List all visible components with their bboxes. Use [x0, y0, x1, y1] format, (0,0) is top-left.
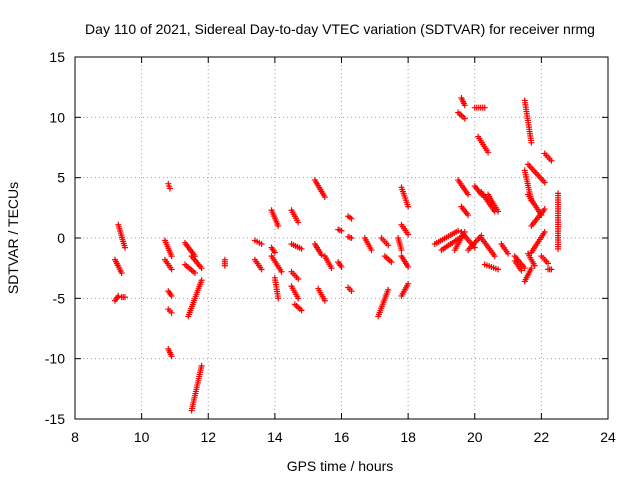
- data-point: [321, 297, 328, 304]
- data-point: [168, 266, 175, 273]
- x-tick-label: 18: [400, 429, 416, 445]
- data-point: [545, 260, 552, 267]
- x-tick-label: 14: [267, 429, 283, 445]
- x-tick-label: 8: [71, 429, 79, 445]
- data-point: [495, 208, 502, 215]
- data-point: [321, 193, 328, 200]
- data-point: [528, 265, 535, 272]
- x-tick-label: 10: [134, 429, 150, 445]
- data-point: [541, 206, 548, 213]
- data-point: [541, 228, 548, 235]
- data-point: [278, 268, 285, 275]
- y-tick-label: 15: [49, 49, 65, 65]
- data-point: [461, 115, 468, 122]
- data-point: [298, 307, 305, 314]
- data-point: [405, 263, 412, 270]
- data-point: [385, 286, 392, 293]
- data-point: [485, 149, 492, 156]
- data-point: [198, 362, 205, 369]
- data-point: [258, 266, 265, 273]
- data-point: [455, 227, 462, 234]
- data-point: [385, 242, 392, 249]
- data-point: [495, 266, 502, 273]
- data-point: [275, 295, 282, 302]
- data-point: [338, 227, 345, 234]
- data-point: [166, 185, 173, 192]
- data-point: [318, 251, 325, 258]
- data-point: [295, 295, 302, 302]
- data-point: [328, 265, 335, 272]
- data-point: [465, 212, 472, 219]
- data-point: [168, 253, 175, 260]
- x-tick-label: 16: [334, 429, 350, 445]
- data-point: [405, 231, 412, 238]
- data-point: [168, 353, 175, 360]
- data-point: [461, 102, 468, 109]
- data-point: [465, 191, 472, 198]
- data-point: [348, 288, 355, 295]
- data-point: [348, 235, 355, 241]
- data-point: [198, 277, 205, 284]
- data-point: [491, 253, 498, 260]
- y-tick-label: 10: [49, 109, 65, 125]
- x-tick-label: 22: [534, 429, 550, 445]
- data-point: [191, 269, 198, 276]
- data-point: [541, 179, 548, 186]
- x-axis-label: GPS time / hours: [287, 458, 394, 474]
- x-tick-label: 20: [467, 429, 483, 445]
- data-point: [531, 262, 538, 269]
- data-point: [298, 245, 305, 252]
- y-tick-label: -10: [45, 351, 65, 367]
- data-point: [555, 245, 562, 252]
- data-point: [295, 276, 302, 283]
- data-point: [405, 203, 412, 210]
- data-point: [481, 104, 488, 111]
- chart-title: Day 110 of 2021, Sidereal Day-to-day VTE…: [85, 21, 595, 37]
- data-point: [115, 292, 122, 299]
- x-tick-label: 12: [200, 429, 216, 445]
- data-point: [168, 292, 175, 299]
- x-tick-labels: 8 10 12 14 16 18 20 22 24: [71, 429, 616, 445]
- data-point: [348, 215, 355, 222]
- data-point: [388, 259, 395, 266]
- data-point: [398, 247, 405, 254]
- data-point: [295, 219, 302, 226]
- y-axis-label: SDTVAR / TECUs: [5, 182, 21, 294]
- data-point: [338, 263, 345, 270]
- y-tick-labels: -15 -10 -5 0 5 10 15: [45, 49, 65, 427]
- data-point: [275, 222, 282, 229]
- data-points: [111, 95, 562, 414]
- data-point: [258, 241, 265, 248]
- data-point: [368, 247, 375, 254]
- data-point: [221, 262, 228, 269]
- data-point: [168, 309, 175, 316]
- data-point: [548, 157, 555, 164]
- y-tick-label: -5: [53, 290, 66, 306]
- data-point: [505, 250, 512, 257]
- y-tick-label: 5: [57, 170, 65, 186]
- data-point: [518, 267, 525, 274]
- plot-frame: [74, 56, 609, 420]
- y-tick-label: -15: [45, 411, 65, 427]
- y-tick-label: 0: [57, 230, 65, 246]
- data-point: [198, 265, 205, 272]
- data-point: [121, 244, 128, 251]
- data-point: [548, 266, 555, 273]
- data-point: [405, 280, 412, 287]
- data-point: [118, 269, 125, 276]
- data-point: [271, 249, 278, 256]
- data-point: [528, 139, 535, 146]
- x-tick-label: 24: [600, 429, 616, 445]
- data-point: [121, 294, 128, 301]
